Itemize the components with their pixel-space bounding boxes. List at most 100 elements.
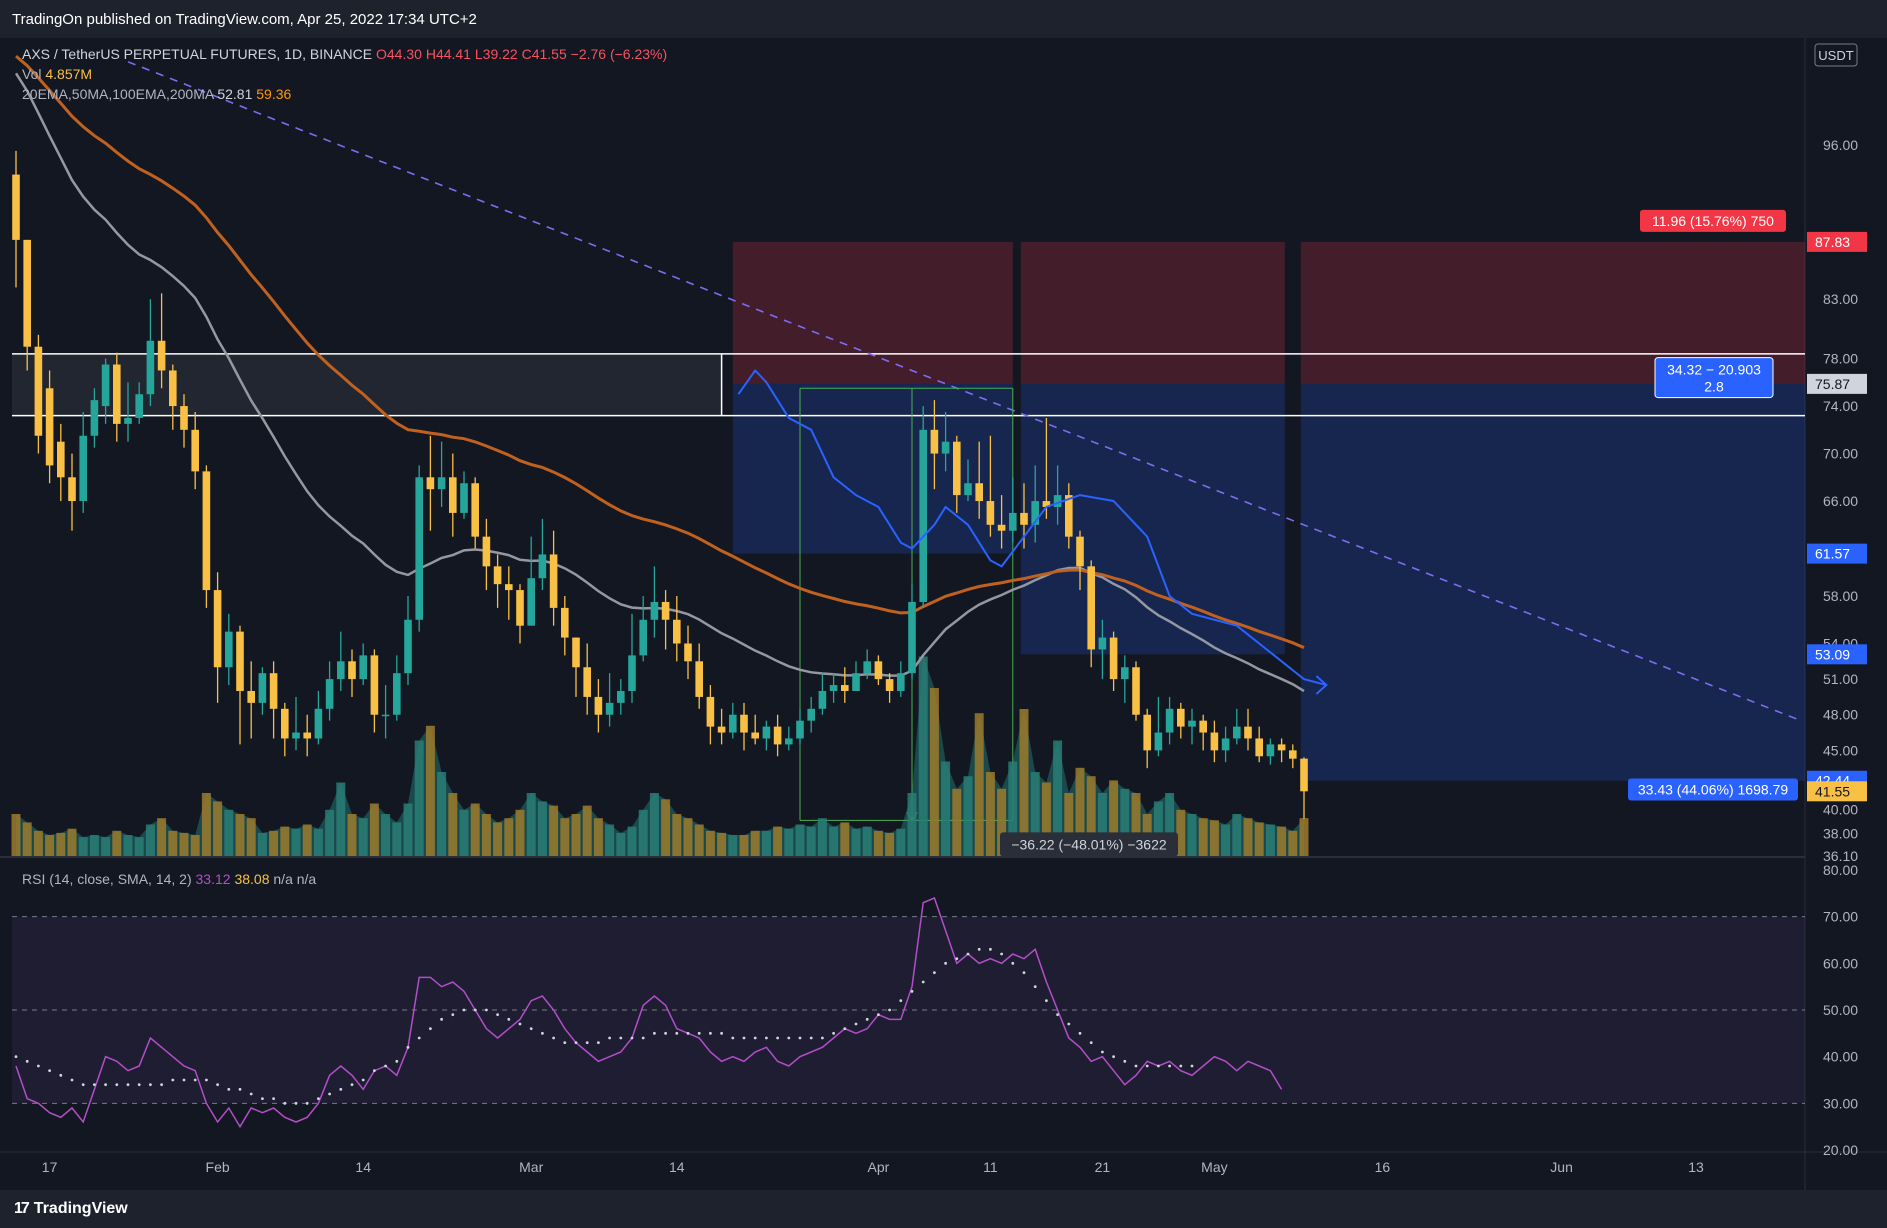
candle: [213, 572, 222, 703]
candle: [818, 673, 827, 715]
ohlc-high: H44.41: [425, 46, 471, 62]
volume-bar: [56, 832, 66, 856]
volume-bar: [661, 799, 671, 856]
volume-bar: [504, 818, 514, 856]
tradingview-logo[interactable]: 17 TradingView: [14, 1200, 128, 1218]
candle: [908, 584, 916, 680]
volume-bar: [269, 830, 279, 856]
rsi-sma-dot: [888, 1008, 891, 1012]
candle-body: [34, 346, 43, 436]
price-axis-label: 87.83: [1807, 231, 1867, 252]
candle: [762, 720, 771, 751]
volume-bar: [739, 835, 749, 856]
rsi-sma-dot: [305, 1101, 309, 1105]
rsi-sma-dot: [809, 1036, 813, 1040]
volume-bar: [896, 828, 906, 856]
candle: [12, 150, 20, 288]
time-tick-label: Apr: [868, 1159, 890, 1175]
volume-bar: [907, 793, 917, 856]
stop-zone-2: [1020, 241, 1285, 384]
price-chart[interactable]: 96.0083.0078.0074.0070.0066.0058.0054.00…: [0, 38, 1887, 1190]
rsi-sma-dot: [182, 1078, 186, 1082]
candle: [493, 554, 502, 608]
volume-bar: [829, 826, 839, 856]
candle: [90, 388, 99, 448]
volume-bar: [1221, 824, 1231, 856]
volume-bar: [325, 809, 335, 856]
candle: [1277, 738, 1286, 763]
rsi-sma-dot: [70, 1078, 74, 1082]
rsi-sma-dot: [832, 1031, 835, 1035]
rsi-na: n/a n/a: [273, 871, 317, 887]
trade-label-ratio-line2: 2.8: [1704, 379, 1724, 395]
candle: [1244, 708, 1252, 751]
rsi-sma-dot: [1123, 1059, 1127, 1063]
volume-bar: [974, 713, 984, 856]
candle: [1132, 661, 1140, 721]
target-zone-3: [1300, 383, 1805, 781]
time-tick-label: Jun: [1550, 1159, 1573, 1175]
candle-body: [292, 732, 300, 739]
candle-body: [1031, 501, 1039, 525]
candle-body: [381, 714, 390, 717]
candle-body: [549, 554, 558, 608]
candle: [79, 412, 87, 513]
volume-bar: [190, 835, 200, 856]
published-text: TradingOn published on TradingView.com, …: [12, 11, 477, 28]
candle-body: [1109, 637, 1118, 680]
price-axis-label-bg: [1807, 231, 1867, 252]
candle: [258, 667, 267, 715]
volume-bar: [683, 818, 693, 856]
volume-bar: [627, 826, 637, 856]
volume-bar: [437, 772, 447, 856]
volume-bar: [840, 822, 850, 856]
rsi-sma-dot: [966, 952, 970, 956]
volume-bar: [1232, 814, 1242, 856]
trade-label-ratio-line1: 34.32 − 20.903: [1667, 362, 1761, 378]
volume-bar: [784, 828, 794, 856]
candle-body: [437, 477, 446, 490]
candle: [829, 673, 838, 703]
volume-bar: [1277, 826, 1287, 856]
rsi-sma-dot: [261, 1097, 264, 1101]
candle-body: [471, 483, 479, 537]
volume-bar: [213, 801, 223, 856]
candle-body: [225, 631, 233, 668]
candle: [393, 655, 401, 721]
candle: [113, 352, 121, 442]
volume-bar: [1288, 830, 1298, 856]
candle-body: [247, 690, 255, 703]
volume-bar: [1265, 824, 1275, 856]
candle: [605, 673, 614, 727]
volume-bar: [873, 830, 883, 856]
rsi-sma-dot: [1157, 1064, 1160, 1068]
volume-bar: [67, 828, 77, 856]
volume-bar: [1019, 709, 1029, 856]
rsi-sma-dot: [37, 1064, 40, 1068]
price-tick-label: 96.00: [1823, 137, 1858, 153]
candle: [919, 406, 927, 608]
candle: [303, 714, 311, 757]
candle-body: [236, 631, 244, 691]
candle: [236, 625, 244, 745]
rsi-tick-label: 30.00: [1823, 1095, 1858, 1111]
candle: [23, 239, 31, 371]
candle: [225, 613, 233, 686]
candle-body: [213, 590, 222, 668]
rsi-sma-dot: [821, 1036, 824, 1040]
candle-body: [1087, 566, 1095, 650]
volume-label: Vol: [22, 66, 42, 82]
candle-body: [258, 673, 267, 703]
candle-body: [169, 370, 177, 407]
volume-bar: [11, 814, 21, 856]
candle-body: [482, 536, 491, 567]
rsi-value-2: 38.08: [234, 871, 270, 887]
price-tick-label: 51.00: [1823, 671, 1858, 687]
volume-bar: [1064, 793, 1074, 856]
rsi-sma-dot: [1101, 1050, 1104, 1054]
rsi-sma-dot: [193, 1078, 197, 1082]
candle-body: [852, 673, 860, 691]
candle: [1042, 417, 1051, 519]
candle: [572, 637, 580, 697]
candle: [404, 596, 412, 686]
